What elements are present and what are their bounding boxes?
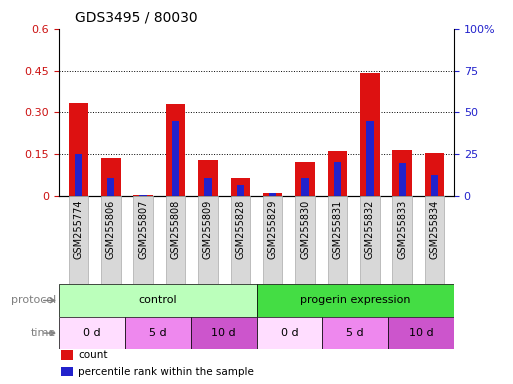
Text: GSM255809: GSM255809 [203, 199, 213, 258]
Bar [59, 284, 256, 317]
Bar [366, 121, 373, 196]
Text: 0 d: 0 d [281, 328, 298, 338]
Bar [69, 196, 88, 284]
Text: GSM255833: GSM255833 [397, 199, 407, 258]
Bar [328, 151, 347, 196]
Bar [236, 185, 244, 196]
Bar [256, 284, 454, 317]
Bar [101, 158, 121, 196]
Bar [231, 196, 250, 284]
Text: 5 d: 5 d [346, 328, 364, 338]
Text: GSM255808: GSM255808 [170, 199, 181, 258]
Bar [140, 195, 147, 196]
Bar [263, 193, 282, 196]
Bar [198, 196, 218, 284]
Text: protocol: protocol [11, 295, 56, 306]
Bar [204, 178, 212, 196]
Text: progerin expression: progerin expression [300, 295, 410, 306]
Bar [301, 178, 309, 196]
Text: 10 d: 10 d [211, 328, 236, 338]
Text: GSM255774: GSM255774 [73, 199, 84, 259]
Text: percentile rank within the sample: percentile rank within the sample [78, 367, 254, 377]
Text: GSM255830: GSM255830 [300, 199, 310, 258]
Bar [133, 196, 153, 284]
Bar [425, 196, 444, 284]
Bar [269, 193, 277, 196]
Bar [392, 196, 412, 284]
Bar [61, 350, 73, 360]
Bar [191, 317, 256, 349]
Bar [263, 196, 282, 284]
Bar [61, 367, 73, 376]
Text: 5 d: 5 d [149, 328, 167, 338]
Bar [392, 150, 412, 196]
Text: GSM255834: GSM255834 [429, 199, 440, 258]
Text: time: time [31, 328, 56, 338]
Bar [322, 317, 388, 349]
Bar [399, 163, 406, 196]
Bar [360, 196, 380, 284]
Bar [101, 196, 121, 284]
Text: GSM255831: GSM255831 [332, 199, 343, 258]
Bar [172, 121, 179, 196]
Bar [334, 162, 341, 196]
Bar [133, 195, 153, 196]
Text: control: control [139, 295, 177, 306]
Bar [295, 162, 315, 196]
Bar [198, 160, 218, 196]
Bar [425, 153, 444, 196]
Text: GSM255829: GSM255829 [268, 199, 278, 259]
Bar [125, 317, 191, 349]
Bar [388, 317, 454, 349]
Text: GDS3495 / 80030: GDS3495 / 80030 [75, 11, 198, 25]
Bar [360, 73, 380, 196]
Bar [431, 175, 438, 196]
Text: GSM255807: GSM255807 [138, 199, 148, 259]
Bar [107, 178, 114, 196]
Bar [166, 104, 185, 196]
Bar [256, 317, 322, 349]
Bar [166, 196, 185, 284]
Bar [59, 317, 125, 349]
Text: GSM255806: GSM255806 [106, 199, 116, 258]
Text: 0 d: 0 d [83, 328, 101, 338]
Text: GSM255828: GSM255828 [235, 199, 245, 259]
Text: GSM255832: GSM255832 [365, 199, 375, 259]
Bar [328, 196, 347, 284]
Bar [69, 103, 88, 196]
Text: count: count [78, 350, 107, 360]
Bar [295, 196, 315, 284]
Text: 10 d: 10 d [409, 328, 433, 338]
Bar [75, 154, 82, 196]
Bar [231, 178, 250, 196]
